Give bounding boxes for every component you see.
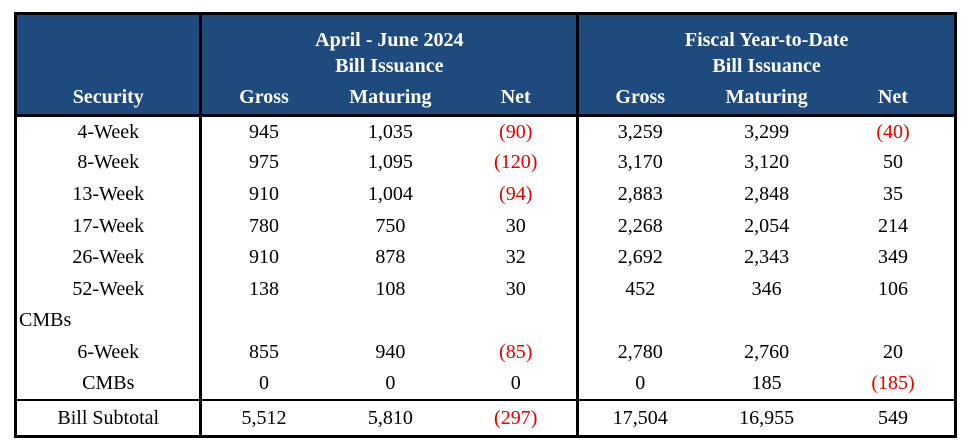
- value-cell: 185: [751, 372, 782, 395]
- column-header-gross-fy: Gross: [576, 81, 702, 117]
- value-cell: 3,259: [576, 115, 702, 148]
- bill-issuance-table: Security April - June 2024 Fiscal Year-t…: [14, 12, 957, 439]
- table-header: Security April - June 2024 Fiscal Year-t…: [15, 13, 956, 117]
- table-row: 52-Week 138 108 30 452 346 106: [15, 273, 956, 306]
- value-cell: 3,120: [744, 151, 790, 174]
- table-row: Bill Subtotal 5,512 5,810 (297) 17,504 16,955…: [15, 398, 956, 437]
- value-cell: 20: [882, 340, 903, 363]
- security-cell: Bill Subtotal: [15, 398, 203, 437]
- value-cell: 214: [877, 214, 908, 237]
- section-subtitle-fiscal-ytd: Bill Issuance: [576, 52, 956, 81]
- security-cell: CMBs: [15, 305, 203, 337]
- value-cell: 910: [249, 246, 279, 269]
- value-cell: 549: [831, 398, 956, 437]
- value-cell: 2,343: [744, 246, 790, 269]
- table-row: CMBs: [15, 305, 956, 337]
- table-body: 4-Week 945 1,035 (90) 3,259 3,299 (40) 8-Week 97…: [15, 115, 956, 437]
- value-cell: 855: [249, 340, 279, 363]
- value-cell: 108: [375, 277, 406, 300]
- security-cell: 13-Week: [15, 178, 203, 211]
- value-cell: 2,054: [744, 214, 790, 237]
- value-cell: (94): [499, 182, 533, 205]
- security-cell: 4-Week: [15, 115, 203, 148]
- value-cell: 2,848: [744, 182, 790, 205]
- value-cell: [576, 305, 702, 337]
- column-header-net-fy: Net: [831, 81, 956, 117]
- security-cell: 52-Week: [15, 273, 203, 306]
- value-cell: 35: [882, 182, 903, 205]
- value-cell: 2,760: [744, 340, 790, 363]
- value-cell: 5,512: [200, 398, 326, 437]
- value-cell: 452: [576, 273, 702, 306]
- value-cell: 780: [249, 214, 279, 237]
- value-cell: 975: [249, 151, 279, 174]
- value-cell: 1,004: [367, 182, 413, 205]
- value-cell: 1,095: [367, 151, 413, 174]
- table-row: 4-Week 945 1,035 (90) 3,259 3,299 (40): [15, 115, 956, 148]
- table-row: 13-Week 910 1,004 (94) 2,883 2,848 35: [15, 178, 956, 211]
- column-header-gross-aj: Gross: [200, 81, 326, 117]
- value-cell: 30: [505, 214, 526, 237]
- value-cell: 910: [249, 182, 279, 205]
- value-cell: [701, 305, 832, 337]
- value-cell: 3,299: [744, 120, 790, 143]
- value-cell: 0: [576, 368, 702, 400]
- security-cell: 26-Week: [15, 241, 203, 274]
- value-cell: 32: [505, 246, 526, 269]
- table-row: CMBs 0 0 0 0 185 (185): [15, 368, 956, 400]
- value-cell: (85): [499, 340, 533, 363]
- value-cell: [201, 305, 326, 337]
- value-cell: (185): [871, 372, 915, 395]
- value-cell: 30: [505, 277, 526, 300]
- value-cell: 50: [882, 151, 903, 174]
- value-cell: 346: [751, 277, 782, 300]
- security-cell: 8-Week: [15, 147, 203, 179]
- value-cell: 0: [510, 372, 521, 395]
- value-cell: (90): [499, 120, 533, 143]
- security-column-header: Security: [15, 13, 203, 117]
- value-cell: 945: [249, 120, 279, 143]
- column-header-net-aj: Net: [455, 81, 578, 117]
- value-cell: 2,268: [576, 210, 702, 242]
- value-cell: 5,810: [325, 398, 456, 437]
- value-cell: 878: [375, 246, 406, 269]
- value-cell: 2,780: [576, 336, 702, 369]
- section-subtitle-april-june: Bill Issuance: [200, 52, 578, 81]
- table-row: 26-Week 910 878 32 2,692 2,343 349: [15, 241, 956, 274]
- value-cell: 1,035: [367, 120, 413, 143]
- value-cell: 3,170: [576, 147, 702, 179]
- security-cell: 6-Week: [15, 336, 203, 369]
- value-cell: (297): [455, 398, 578, 437]
- value-cell: 349: [877, 246, 908, 269]
- value-cell: 138: [249, 277, 279, 300]
- value-cell: (120): [494, 151, 538, 174]
- value-cell: [832, 305, 956, 337]
- column-header-maturing-fy: Maturing: [701, 81, 832, 117]
- value-cell: [326, 305, 456, 337]
- value-cell: 2,692: [576, 241, 702, 274]
- value-cell: [455, 305, 578, 337]
- value-cell: (40): [876, 120, 910, 143]
- security-cell: CMBs: [15, 368, 203, 400]
- value-cell: 940: [375, 340, 406, 363]
- value-cell: 2,883: [576, 178, 702, 211]
- value-cell: 16,955: [701, 398, 832, 437]
- table-row: 8-Week 975 1,095 (120) 3,170 3,120 50: [15, 147, 956, 179]
- value-cell: 750: [375, 214, 406, 237]
- table-row: 6-Week 855 940 (85) 2,780 2,760 20: [15, 336, 956, 369]
- value-cell: 17,504: [576, 398, 702, 437]
- section-title-fiscal-ytd: Fiscal Year-to-Date: [576, 13, 956, 52]
- value-cell: 0: [385, 372, 396, 395]
- value-cell: 106: [877, 277, 908, 300]
- value-cell: 0: [259, 372, 269, 395]
- column-header-maturing-aj: Maturing: [325, 81, 456, 117]
- section-title-april-june: April - June 2024: [200, 13, 578, 52]
- security-cell: 17-Week: [15, 210, 203, 242]
- table-row: 17-Week 780 750 30 2,268 2,054 214: [15, 210, 956, 242]
